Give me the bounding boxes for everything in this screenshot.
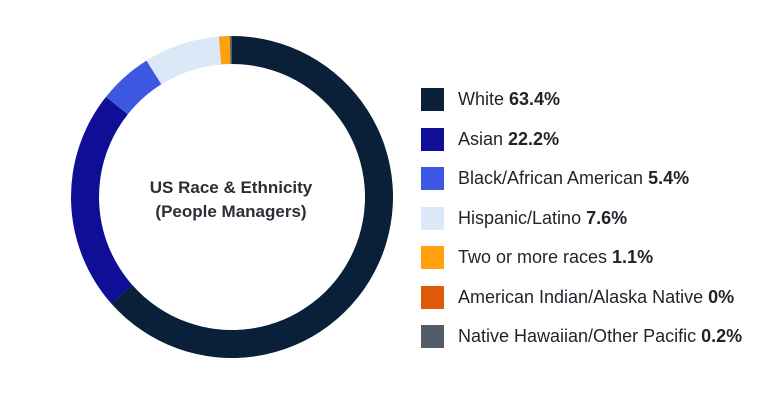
donut-chart [71,36,393,359]
legend-swatch [421,206,444,230]
legend-item-black-african-american: Black/African American 5.4% [421,167,742,190]
legend-label: Native Hawaiian/Other Pacific [458,326,702,346]
donut-slice-native-hawaiian-other-pacific [229,36,232,65]
legend-value: 0.2% [701,326,743,346]
legend-label: White [458,89,510,109]
legend-label: Hispanic/Latino [458,207,587,228]
legend-swatch [421,167,444,190]
chart-center-title: US Race & Ethnicity (People Managers) [113,176,349,224]
legend-item-white: White 63.4% [421,88,742,111]
donut-slice-white [111,36,393,359]
legend-item-native-hawaiian-other-pacific: Native Hawaiian/Other Pacific 0.2% [421,325,742,348]
chart-legend: White 63.4% Asian 22.2% Black/African Amer… [421,88,742,365]
donut-slice-two-or-more-races [218,36,231,65]
legend-value: 7.6% [586,207,628,228]
legend-swatch [421,246,444,269]
legend-item-hispanic-latino: Hispanic/Latino 7.6% [421,206,742,230]
legend-item-asian: Asian 22.2% [421,127,742,151]
donut-slice-hispanic-latino [146,36,222,85]
legend-label: Asian [458,128,509,149]
legend-swatch [421,88,444,111]
legend-label: American Indian/Alaska Native [458,286,709,307]
legend-item-american-indian-alaska-native: American Indian/Alaska Native 0% [421,285,742,309]
donut-slice-asian [71,96,133,304]
legend-value: 0% [708,286,735,307]
legend-swatch [421,127,444,151]
chart-title: US Race & Ethnicity [149,178,313,197]
legend-value: 63.4% [509,89,561,109]
legend-label: Two or more races [458,247,613,267]
legend-label: Black/African American [458,168,649,188]
donut-slice-black-african-american [105,60,162,115]
legend-swatch [421,285,444,309]
chart-subtitle: (People Managers) [155,202,307,221]
legend-item-two-or-more-races: Two or more races 1.1% [421,246,742,269]
legend-value: 5.4% [648,168,690,188]
legend-value: 1.1% [612,247,654,267]
legend-swatch [421,325,444,348]
legend-value: 22.2% [508,128,560,149]
